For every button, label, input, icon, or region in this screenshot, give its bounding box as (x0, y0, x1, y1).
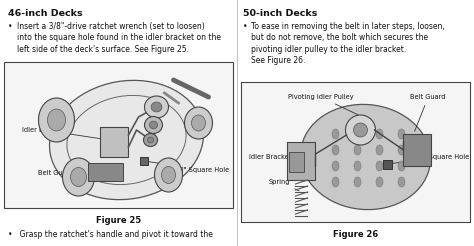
Text: •: • (243, 22, 247, 31)
Bar (89, 163, 124, 181)
Ellipse shape (162, 167, 175, 184)
Ellipse shape (301, 104, 430, 210)
Ellipse shape (354, 129, 361, 139)
Ellipse shape (332, 161, 339, 171)
Ellipse shape (376, 177, 383, 187)
Circle shape (346, 115, 375, 145)
Ellipse shape (398, 161, 405, 171)
Text: Belt Guard: Belt Guard (410, 94, 446, 131)
Text: 3/8" Square Hole: 3/8" Square Hole (390, 154, 470, 164)
Circle shape (354, 123, 367, 137)
Bar (288, 142, 316, 180)
Ellipse shape (332, 177, 339, 187)
Bar (140, 157, 148, 165)
Text: To ease in removing the belt in later steps, loosen,
but do not remove, the bolt: To ease in removing the belt in later st… (251, 22, 445, 65)
Ellipse shape (145, 117, 163, 134)
Text: Insert a 3/8"-drive ratchet wrench (set to loosen)
into the square hole found in: Insert a 3/8"-drive ratchet wrench (set … (17, 22, 221, 54)
Bar (100, 127, 128, 157)
Ellipse shape (149, 121, 157, 129)
Bar (290, 152, 304, 172)
Ellipse shape (398, 129, 405, 139)
Ellipse shape (144, 134, 157, 147)
Ellipse shape (354, 145, 361, 155)
Ellipse shape (63, 158, 94, 196)
Bar (4, 62, 233, 208)
Ellipse shape (47, 109, 65, 131)
Ellipse shape (354, 177, 361, 187)
Ellipse shape (155, 158, 182, 192)
Bar (241, 82, 470, 222)
Ellipse shape (376, 145, 383, 155)
Ellipse shape (398, 177, 405, 187)
Text: Figure 25: Figure 25 (96, 216, 141, 225)
Ellipse shape (354, 161, 361, 171)
Text: Pivoting Idler Pulley: Pivoting Idler Pulley (288, 94, 358, 115)
Ellipse shape (184, 107, 212, 139)
Ellipse shape (147, 137, 154, 143)
Text: 50-inch Decks: 50-inch Decks (243, 9, 318, 18)
Ellipse shape (332, 129, 339, 139)
Text: 46-inch Decks: 46-inch Decks (8, 9, 82, 18)
Ellipse shape (145, 96, 168, 118)
Ellipse shape (71, 168, 86, 186)
Ellipse shape (38, 98, 74, 142)
Ellipse shape (398, 145, 405, 155)
Text: Belt Guard: Belt Guard (38, 170, 96, 176)
Text: •   Grasp the ratchet's handle and pivot it toward the: • Grasp the ratchet's handle and pivot i… (8, 230, 213, 239)
Text: Idler Bracket: Idler Bracket (249, 153, 299, 160)
Ellipse shape (191, 115, 206, 131)
Ellipse shape (49, 80, 203, 200)
Ellipse shape (332, 145, 339, 155)
Ellipse shape (376, 161, 383, 171)
Text: Figure 26: Figure 26 (333, 230, 378, 239)
Text: •: • (8, 22, 12, 31)
Text: Spring: Spring (269, 179, 299, 191)
Ellipse shape (151, 102, 162, 112)
Ellipse shape (376, 129, 383, 139)
Text: Idler Bracket: Idler Bracket (22, 127, 100, 138)
Bar (383, 160, 392, 169)
Bar (403, 134, 431, 166)
Text: 3/8" Square Hole: 3/8" Square Hole (147, 161, 230, 173)
